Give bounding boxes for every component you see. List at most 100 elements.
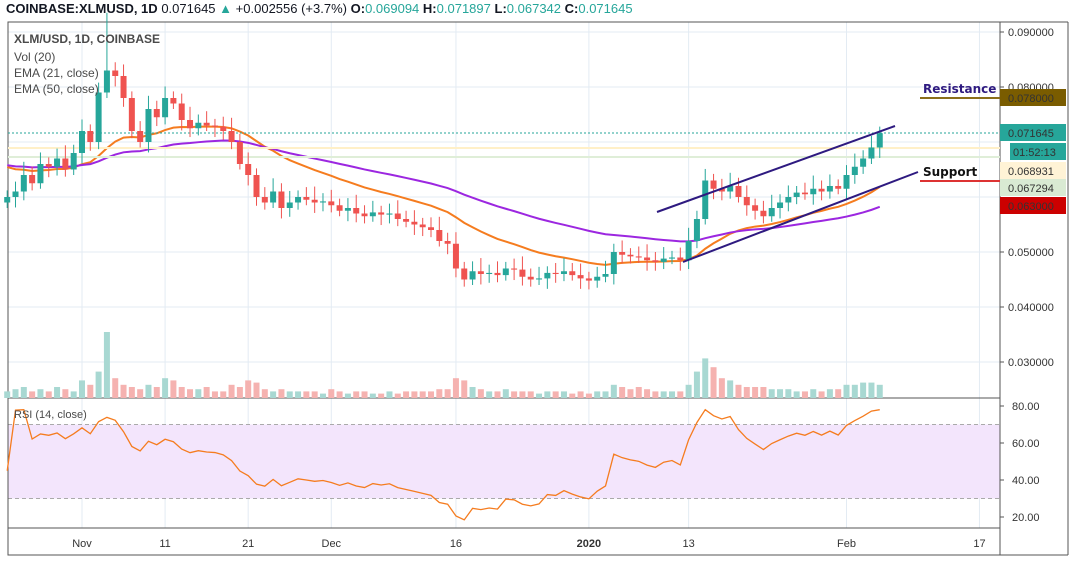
support-price-label: 0.063000 — [1008, 201, 1054, 213]
legend-volume[interactable]: Vol (20) — [14, 50, 56, 64]
candle — [95, 92, 102, 142]
volume-bar — [685, 384, 692, 398]
candle — [843, 175, 850, 189]
candle — [702, 180, 709, 219]
ema21-price-label-box — [1000, 162, 1066, 179]
volume-bar — [295, 391, 302, 398]
volume-bar — [868, 382, 875, 398]
last-price-label-box — [1000, 124, 1066, 141]
candle — [511, 268, 518, 270]
last-price: 0.071645 — [161, 1, 216, 16]
candle — [818, 188, 825, 192]
volume-bar — [20, 387, 27, 398]
high-label: H: — [422, 1, 437, 16]
volume-bar — [735, 384, 742, 398]
volume-bar — [536, 393, 543, 398]
volume-bar — [627, 389, 634, 398]
volume-bar — [278, 389, 285, 398]
candle — [411, 221, 418, 225]
candle — [594, 276, 601, 281]
volume-bar — [594, 391, 601, 398]
candle — [519, 269, 526, 277]
candle — [801, 192, 808, 195]
candle — [627, 254, 634, 257]
ema50-price-label-box — [1000, 179, 1066, 196]
candle — [685, 241, 692, 261]
rsi-tick-label: 20.00 — [1012, 512, 1040, 524]
volume-bar — [162, 378, 169, 398]
candle — [403, 219, 410, 222]
volume-bar — [527, 391, 534, 398]
candle — [361, 213, 368, 217]
volume-bar — [585, 393, 592, 398]
volume-bar — [245, 380, 252, 398]
volume-bar — [502, 389, 509, 398]
volume-bar — [328, 389, 335, 398]
time-tick-label: 21 — [242, 538, 254, 550]
volume-bar — [544, 391, 551, 398]
candle — [752, 205, 759, 211]
volume-bar — [835, 389, 842, 398]
volume-bar — [519, 391, 526, 398]
volume-bar — [403, 391, 410, 398]
rsi-line — [6, 408, 880, 521]
candle — [344, 208, 351, 211]
price-tick-label: 0.040000 — [1008, 302, 1054, 314]
volume-bar — [120, 384, 127, 398]
candle — [211, 125, 218, 127]
volume-bar — [37, 389, 44, 398]
legend-ema50[interactable]: EMA (50, close) — [14, 82, 99, 96]
volume-bar — [311, 391, 318, 398]
resistance-price-label: 0.078000 — [1008, 93, 1054, 105]
candle — [4, 197, 11, 203]
candle — [835, 186, 842, 189]
volume-bar — [452, 378, 459, 398]
candle — [170, 98, 177, 104]
rsi-band — [8, 424, 1000, 499]
volume-bar — [486, 391, 493, 398]
volume-bar — [718, 378, 725, 398]
candle — [261, 197, 268, 203]
candle — [469, 271, 476, 280]
volume-bar — [369, 393, 376, 398]
volume-bar — [444, 389, 451, 398]
volume-bar — [610, 384, 617, 398]
support-price-label-box — [1000, 197, 1066, 214]
candle — [245, 164, 252, 175]
candle — [220, 126, 227, 131]
candle — [178, 103, 185, 120]
candle — [536, 278, 543, 280]
candle — [37, 164, 44, 184]
open-label: O: — [350, 1, 366, 16]
volume-bar — [95, 371, 102, 398]
volume-bar — [253, 382, 260, 398]
volume-bar — [153, 387, 160, 398]
candle — [87, 131, 94, 142]
candle — [203, 122, 210, 126]
candle — [743, 197, 750, 206]
volume-bar — [4, 391, 11, 398]
volume-bar — [45, 391, 52, 398]
candle — [569, 271, 576, 276]
legend-ema21[interactable]: EMA (21, close) — [14, 66, 99, 80]
candle — [619, 252, 626, 255]
candle — [660, 258, 667, 262]
candle — [311, 199, 318, 203]
ema50-price-label: 0.067294 — [1008, 183, 1054, 195]
up-arrow-icon: ▲ — [219, 1, 233, 16]
legend-rsi[interactable]: RSI (14, close) — [14, 409, 87, 421]
candle — [876, 133, 883, 148]
candle — [236, 142, 243, 164]
candle — [552, 272, 559, 274]
volume-bar — [112, 378, 119, 398]
symbol: COINBASE:XLMUSD, 1D — [6, 1, 158, 16]
volume-bar — [743, 387, 750, 398]
volume-bar — [644, 389, 651, 398]
volume-bar — [394, 393, 401, 398]
candle — [228, 131, 235, 142]
time-tick-label: 11 — [159, 538, 170, 550]
volume-bar — [635, 387, 642, 398]
candle — [735, 186, 742, 197]
candle — [128, 98, 135, 131]
